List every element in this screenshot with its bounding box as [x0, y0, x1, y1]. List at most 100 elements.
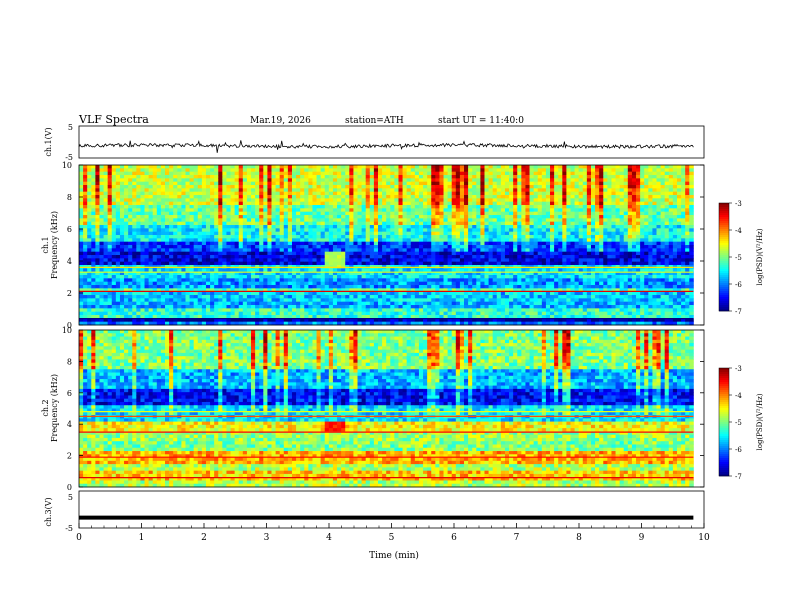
- spectrogram-cell: [443, 231, 449, 236]
- spectrogram-cell: [210, 248, 215, 253]
- spectrogram-cell: [136, 188, 141, 193]
- spectrogram-cell: [226, 198, 231, 203]
- spectrogram-cell: [427, 185, 432, 189]
- spectrogram-cell: [373, 288, 379, 293]
- spectrogram-cell: [316, 165, 322, 169]
- spectrogram-cell: [115, 261, 121, 266]
- spectrogram-cell: [382, 255, 387, 259]
- spectrogram-cell: [95, 295, 100, 299]
- spectrogram-cell: [259, 318, 264, 323]
- spectrogram-cell: [99, 318, 104, 323]
- spectrogram-cell: [283, 175, 289, 179]
- spectrogram-cell: [365, 175, 371, 179]
- spectrogram-cell: [87, 321, 92, 326]
- spectrogram-cell: [115, 281, 121, 286]
- spectrogram-cell: [349, 238, 354, 243]
- spectrogram-cell: [468, 165, 473, 169]
- spectrogram-cell: [447, 215, 453, 219]
- spectrogram-cell: [271, 178, 276, 183]
- spectrogram-cell: [119, 195, 125, 199]
- spectrogram-cell: [128, 298, 133, 303]
- spectrogram-cell: [451, 281, 457, 286]
- spectrogram-cell: [169, 268, 174, 273]
- spectrogram-cell: [484, 298, 489, 303]
- spectrogram-cell: [95, 291, 100, 296]
- spectrogram-cell: [300, 218, 305, 223]
- spectrogram-cell: [496, 195, 502, 199]
- spectrogram-cell: [156, 181, 162, 186]
- spectrogram-cell: [406, 188, 412, 193]
- spectrogram-cell: [304, 221, 309, 226]
- spectrogram-cell: [451, 185, 457, 189]
- spectrogram-cell: [378, 248, 383, 253]
- spectrogram-cell: [349, 188, 354, 193]
- spectrogram-cell: [189, 305, 195, 309]
- spectrogram-cell: [361, 298, 367, 303]
- spectrogram-cell: [246, 275, 252, 279]
- spectrogram-cell: [287, 228, 293, 233]
- spectrogram-cell: [394, 191, 399, 196]
- spectrogram-cell: [214, 248, 219, 253]
- spectrogram-cell: [324, 195, 330, 199]
- spectrogram-cell: [283, 181, 289, 186]
- spectrogram-cell: [418, 175, 424, 179]
- spectrogram-cell: [140, 295, 145, 299]
- spectrogram-cell: [386, 171, 391, 176]
- spectrogram-cell: [132, 178, 137, 183]
- spectrogram-cell: [218, 218, 223, 223]
- spectrogram-cell: [197, 255, 203, 259]
- spectrogram-cell: [169, 255, 174, 259]
- spectrogram-cell: [156, 258, 162, 263]
- spectrogram-cell: [283, 221, 289, 226]
- spectrogram-cell: [480, 301, 485, 306]
- spectrogram-cell: [455, 258, 461, 263]
- spectrogram-cell: [304, 295, 309, 299]
- spectrogram-cell: [165, 285, 170, 289]
- spectrogram-cell: [382, 218, 387, 223]
- spectrogram-cell: [431, 221, 436, 226]
- spectrogram-cell: [152, 168, 158, 173]
- spectrogram-cell: [160, 281, 166, 286]
- spectrogram-cell: [476, 235, 481, 239]
- spectrogram-cell: [205, 311, 211, 316]
- spectrogram-cell: [402, 201, 408, 206]
- spectrogram-cell: [488, 171, 494, 176]
- spectrogram-cell: [148, 255, 154, 259]
- spectrogram-cell: [500, 241, 506, 246]
- spectrogram-cell: [361, 271, 367, 276]
- spectrogram-cell: [296, 271, 301, 276]
- spectrogram-cell: [324, 278, 330, 283]
- spectrogram-cell: [210, 165, 215, 169]
- spectrogram-cell: [365, 241, 371, 246]
- spectrogram-cell: [91, 251, 96, 256]
- spectrogram-cell: [398, 221, 403, 226]
- spectrogram-cell: [332, 268, 338, 273]
- spectrogram-cell: [451, 171, 457, 176]
- spectrogram-cell: [103, 248, 109, 253]
- spectrogram-cell: [238, 271, 244, 276]
- spectrogram-cell: [136, 245, 141, 249]
- spectrogram-cell: [312, 218, 317, 223]
- spectrogram-cell: [160, 278, 166, 283]
- spectrogram-cell: [132, 255, 137, 259]
- spectrogram-cell: [431, 231, 436, 236]
- spectrogram-cell: [205, 175, 211, 179]
- spectrogram-cell: [418, 288, 424, 293]
- spectrogram-cell: [87, 211, 92, 216]
- spectrogram-cell: [328, 235, 334, 239]
- spectrogram-cell: [427, 218, 432, 223]
- spectrogram-cell: [267, 248, 272, 253]
- spectrogram-cell: [160, 235, 166, 239]
- spectrogram-cell: [345, 261, 350, 266]
- spectrogram-cell: [259, 215, 264, 219]
- spectrogram-cell: [173, 258, 178, 263]
- spectrogram-cell: [390, 231, 395, 236]
- spectrogram-cell: [238, 231, 244, 236]
- spectrogram-cell: [492, 298, 498, 303]
- spectrogram-cell: [427, 178, 432, 183]
- spectrogram-cell: [283, 268, 289, 273]
- spectrogram-cell: [373, 198, 379, 203]
- spectrogram-cell: [99, 291, 104, 296]
- spectrogram-cell: [279, 261, 285, 266]
- spectrogram-cell: [500, 188, 506, 193]
